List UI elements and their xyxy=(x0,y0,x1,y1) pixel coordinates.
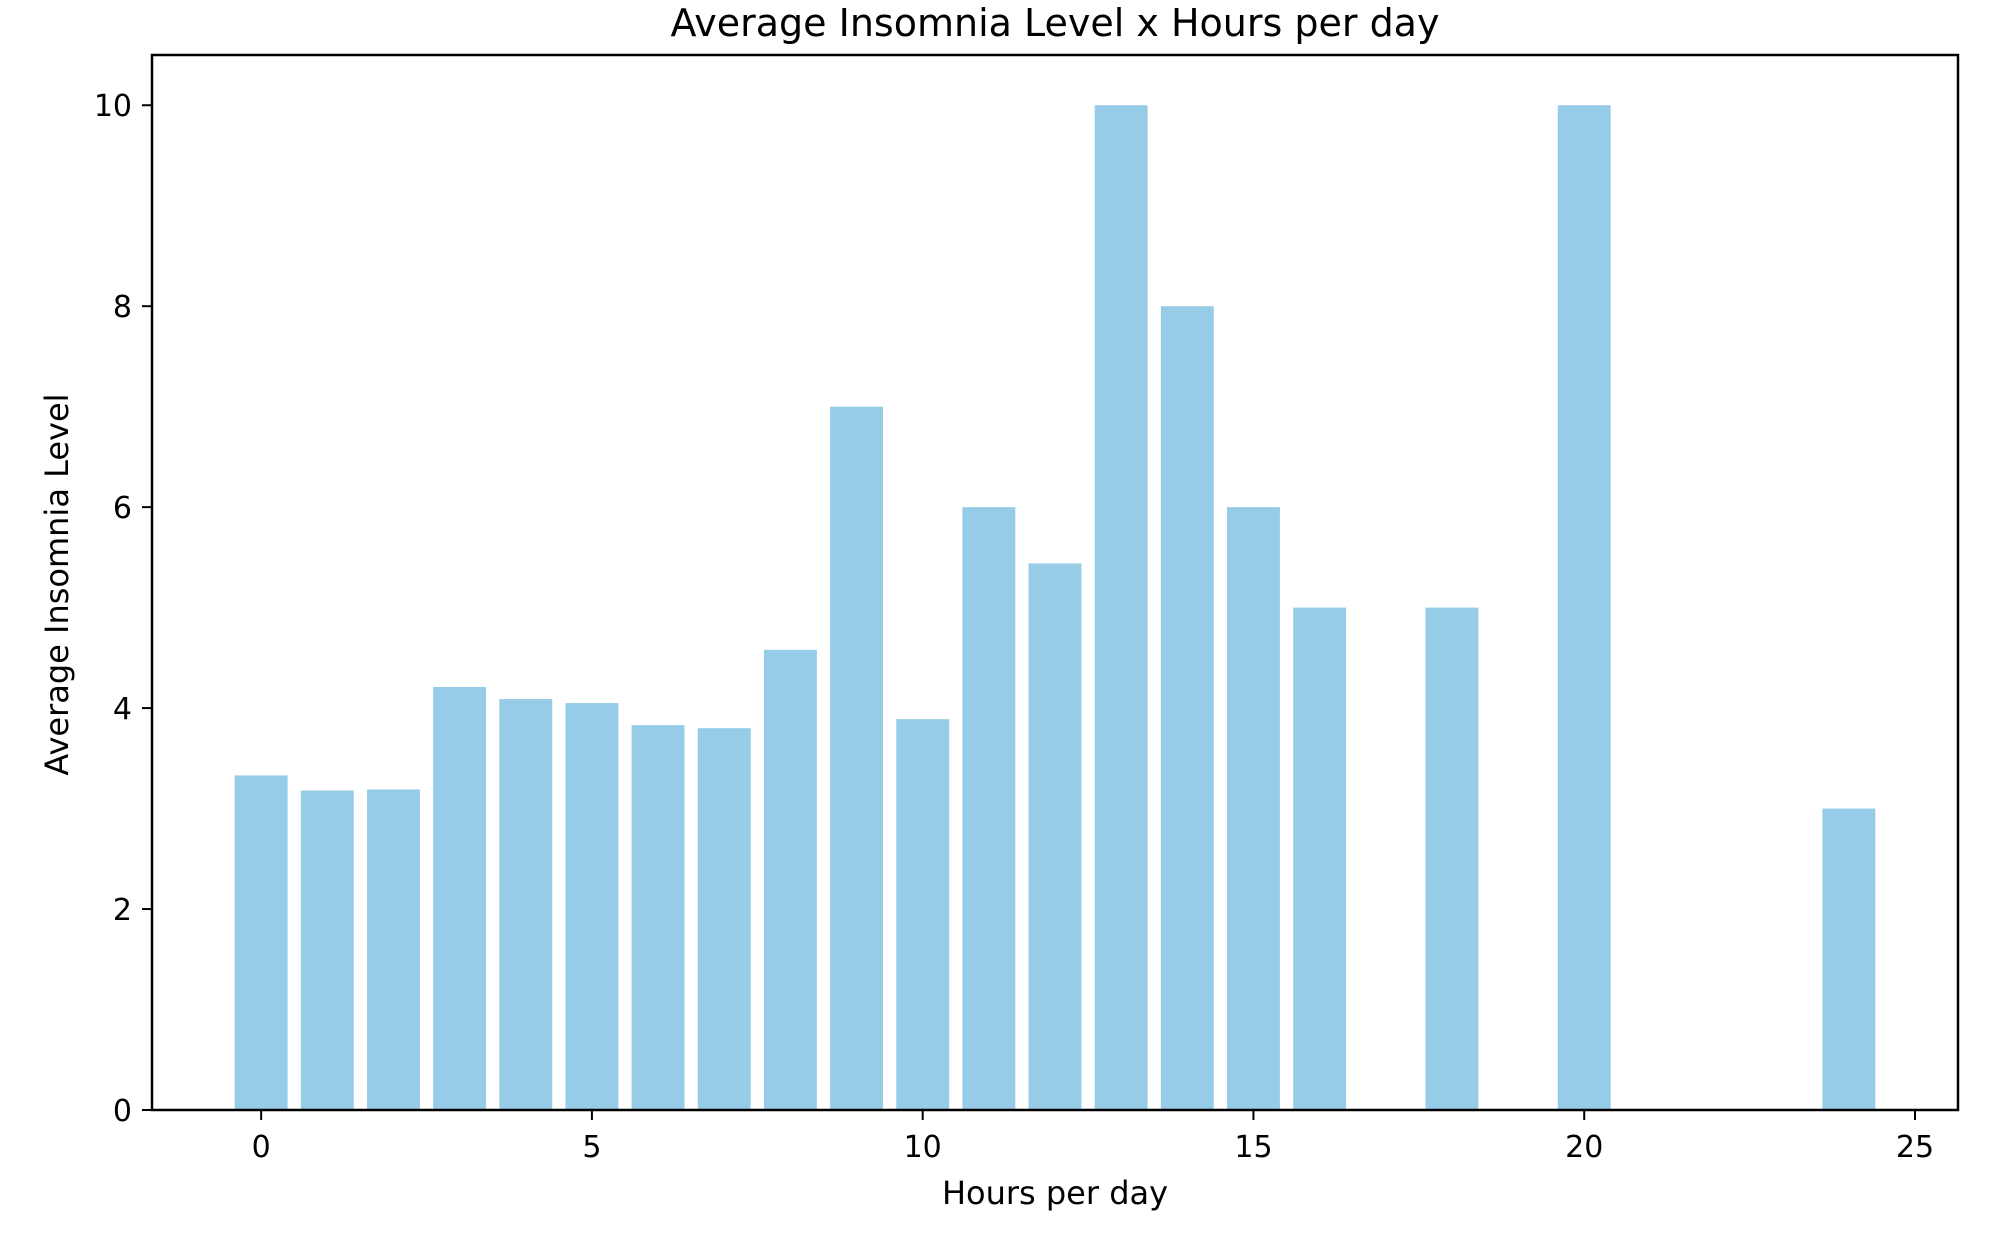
bars-group xyxy=(234,105,1876,1111)
x-tick-label: 15 xyxy=(1234,1130,1272,1165)
x-axis-label: Hours per day xyxy=(942,1174,1168,1212)
bar-16 xyxy=(1293,607,1347,1110)
bar-8 xyxy=(763,649,817,1110)
x-tick-label: 5 xyxy=(582,1130,601,1165)
y-axis-ticks: 0 2 4 6 8 10 xyxy=(94,89,152,1129)
y-tick-label: 8 xyxy=(113,290,132,325)
bar-1 xyxy=(300,790,354,1110)
bar-9 xyxy=(830,406,883,1111)
bar-18 xyxy=(1425,607,1479,1110)
bar-7 xyxy=(697,728,751,1110)
bar-2 xyxy=(367,789,420,1110)
bar-6 xyxy=(631,725,685,1110)
y-tick-label: 0 xyxy=(113,1094,132,1129)
bar-3 xyxy=(433,686,487,1110)
y-tick-label: 10 xyxy=(94,89,132,124)
x-tick-label: 0 xyxy=(252,1130,271,1165)
x-axis-ticks: 0 5 10 15 20 25 xyxy=(252,1110,1934,1165)
bar-0 xyxy=(234,775,288,1110)
y-axis-label: Average Insomnia Level xyxy=(38,393,76,775)
bar-14 xyxy=(1160,306,1214,1110)
bar-5 xyxy=(565,703,619,1110)
y-tick-label: 6 xyxy=(113,491,132,526)
bar-11 xyxy=(962,507,1016,1111)
plot-frame xyxy=(150,53,1960,1112)
bar-12 xyxy=(1028,563,1082,1110)
x-tick-label: 20 xyxy=(1565,1130,1603,1165)
x-tick-label: 10 xyxy=(904,1130,942,1165)
bar-13 xyxy=(1094,105,1148,1110)
bar-10 xyxy=(896,719,950,1110)
x-tick-label: 25 xyxy=(1896,1130,1934,1165)
bar-15 xyxy=(1227,507,1280,1111)
chart-title: Average Insomnia Level x Hours per day xyxy=(671,1,1440,45)
bar-4 xyxy=(499,699,553,1110)
bar-20 xyxy=(1557,105,1611,1110)
bar-24 xyxy=(1822,808,1876,1110)
y-tick-label: 2 xyxy=(113,893,132,928)
y-tick-label: 4 xyxy=(113,692,132,727)
